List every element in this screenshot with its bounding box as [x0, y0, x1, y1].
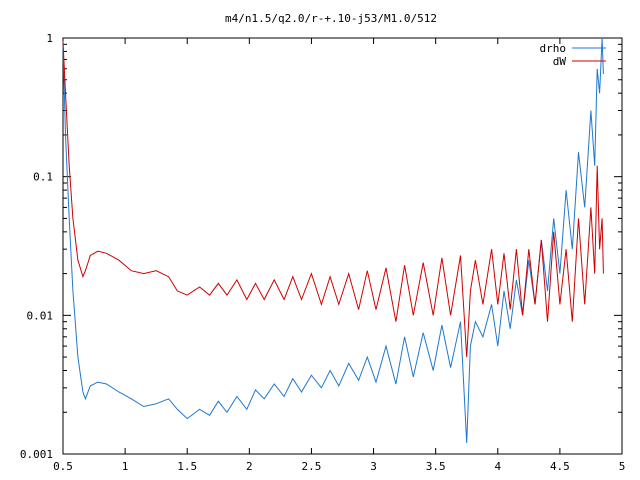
series-layer — [62, 37, 604, 444]
y-tick-label: 0.1 — [33, 171, 53, 184]
x-tick-label: 4 — [494, 460, 501, 473]
y-tick-label: 1 — [46, 32, 53, 45]
x-tick-label: 2.5 — [302, 460, 322, 473]
x-tick-label: 3.5 — [426, 460, 446, 473]
x-tick-label: 5 — [619, 460, 626, 473]
legend-label: dW — [553, 55, 567, 68]
x-tick-label: 2 — [246, 460, 253, 473]
x-tick-label: 0.5 — [53, 460, 73, 473]
legend-label: drho — [540, 42, 567, 55]
axis-ticks: 0.5 1 1.5 2 2.5 3 3.5 4 4.5 5 0.001 0.01 0.1 1 — [20, 32, 625, 473]
x-tick-label: 3 — [370, 460, 377, 473]
chart-title: m4/n1.5/q2.0/r-+.10-j53/M1.0/512 — [225, 12, 437, 25]
series-line-dW — [62, 41, 604, 358]
x-tick-label: 4.5 — [550, 460, 570, 473]
series-line-drho — [62, 37, 604, 444]
x-tick-label: 1 — [122, 460, 129, 473]
plot-frame — [62, 37, 623, 455]
y-tick-label: 0.001 — [20, 448, 53, 461]
y-tick-label: 0.01 — [27, 309, 54, 322]
x-tick-label: 1.5 — [177, 460, 197, 473]
